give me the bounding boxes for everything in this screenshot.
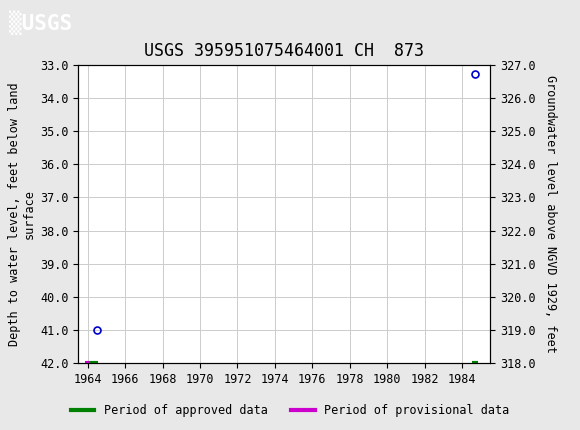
Legend: Period of approved data, Period of provisional data: Period of approved data, Period of provi… <box>66 399 514 422</box>
Y-axis label: Groundwater level above NGVD 1929, feet: Groundwater level above NGVD 1929, feet <box>544 75 557 353</box>
Text: ▒USGS: ▒USGS <box>9 10 72 35</box>
Title: USGS 395951075464001 CH  873: USGS 395951075464001 CH 873 <box>144 42 424 60</box>
Y-axis label: Depth to water level, feet below land
surface: Depth to water level, feet below land su… <box>8 82 36 346</box>
